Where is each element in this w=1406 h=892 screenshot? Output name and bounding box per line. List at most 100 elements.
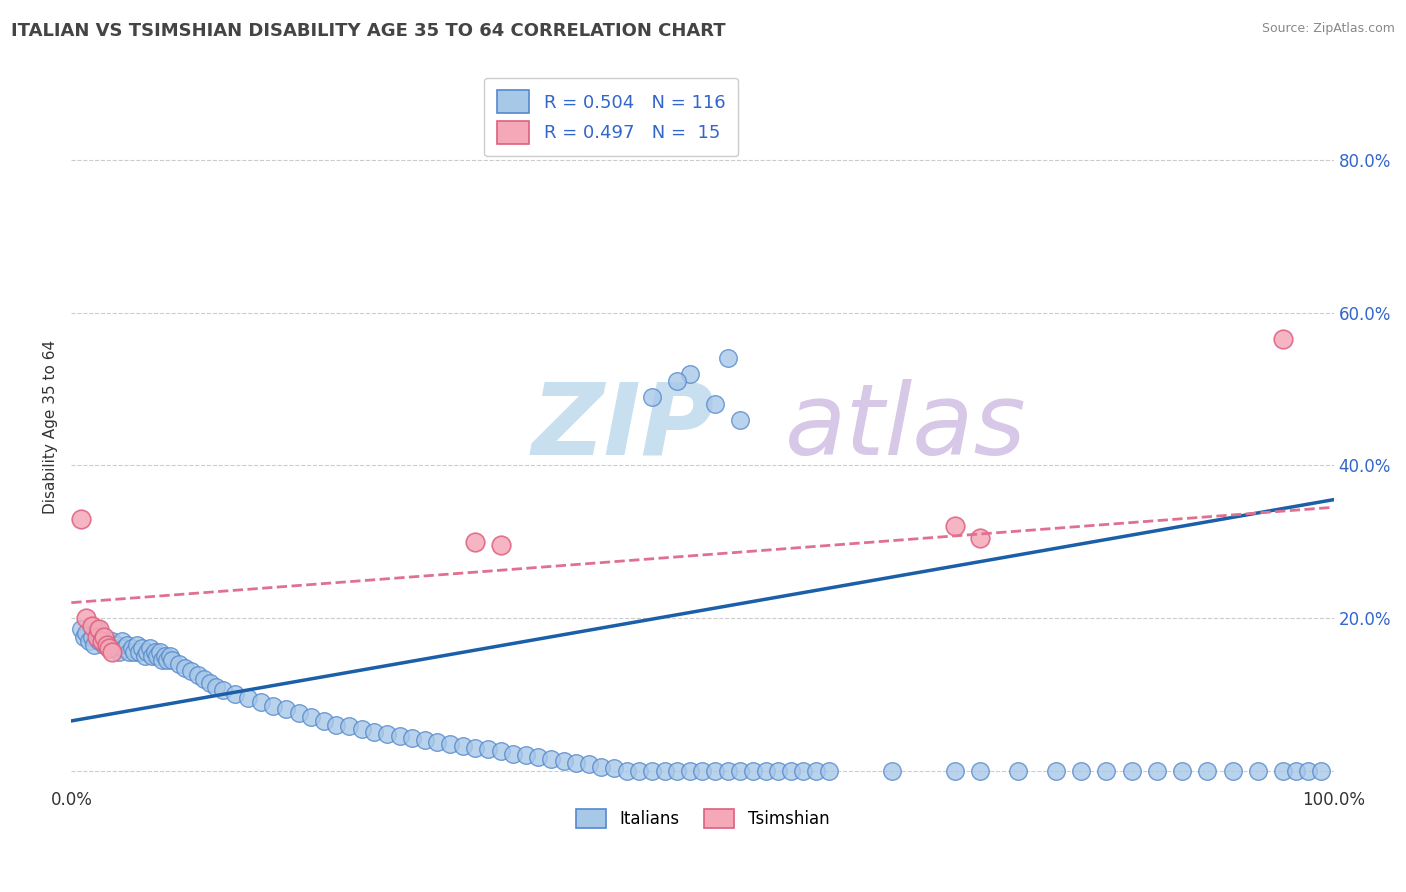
Point	[325, 717, 347, 731]
Point	[131, 641, 153, 656]
Point	[388, 729, 411, 743]
Point	[312, 714, 335, 728]
Point	[138, 641, 160, 656]
Point	[1298, 764, 1320, 778]
Text: ZIP: ZIP	[531, 378, 716, 475]
Point	[1247, 764, 1270, 778]
Text: atlas: atlas	[785, 378, 1026, 475]
Point	[141, 649, 163, 664]
Point	[100, 633, 122, 648]
Point	[136, 645, 159, 659]
Point	[187, 668, 209, 682]
Text: Source: ZipAtlas.com: Source: ZipAtlas.com	[1261, 22, 1395, 36]
Point	[704, 764, 727, 778]
Point	[162, 653, 184, 667]
Point	[464, 740, 486, 755]
Point	[603, 761, 626, 775]
Point	[1095, 764, 1118, 778]
Point	[1146, 764, 1168, 778]
Point	[717, 764, 740, 778]
Point	[565, 756, 588, 770]
Point	[451, 739, 474, 753]
Point	[98, 641, 121, 656]
Point	[1272, 332, 1295, 346]
Point	[666, 375, 689, 389]
Y-axis label: Disability Age 35 to 64: Disability Age 35 to 64	[44, 340, 58, 514]
Point	[118, 645, 141, 659]
Point	[969, 531, 991, 545]
Point	[205, 680, 228, 694]
Point	[149, 645, 172, 659]
Point	[489, 744, 512, 758]
Point	[77, 633, 100, 648]
Point	[704, 397, 727, 411]
Point	[93, 638, 115, 652]
Point	[96, 633, 118, 648]
Point	[1285, 764, 1308, 778]
Point	[108, 645, 131, 659]
Point	[156, 653, 179, 667]
Point	[540, 752, 562, 766]
Point	[755, 764, 778, 778]
Point	[692, 764, 714, 778]
Point	[198, 675, 221, 690]
Point	[193, 672, 215, 686]
Point	[75, 611, 97, 625]
Point	[70, 623, 93, 637]
Point	[375, 727, 398, 741]
Point	[553, 755, 575, 769]
Point	[103, 641, 125, 656]
Point	[73, 630, 96, 644]
Point	[804, 764, 827, 778]
Point	[943, 764, 966, 778]
Point	[742, 764, 765, 778]
Point	[363, 725, 385, 739]
Point	[1197, 764, 1219, 778]
Point	[477, 742, 499, 756]
Point	[717, 351, 740, 366]
Point	[792, 764, 814, 778]
Point	[515, 748, 537, 763]
Point	[730, 764, 752, 778]
Point	[1007, 764, 1029, 778]
Point	[943, 519, 966, 533]
Point	[87, 633, 110, 648]
Point	[1070, 764, 1092, 778]
Point	[591, 760, 613, 774]
Point	[880, 764, 903, 778]
Point	[489, 538, 512, 552]
Point	[146, 649, 169, 664]
Point	[150, 653, 173, 667]
Point	[174, 660, 197, 674]
Text: ITALIAN VS TSIMSHIAN DISABILITY AGE 35 TO 64 CORRELATION CHART: ITALIAN VS TSIMSHIAN DISABILITY AGE 35 T…	[11, 22, 725, 40]
Point	[401, 731, 423, 746]
Point	[159, 649, 181, 664]
Point	[1222, 764, 1244, 778]
Point	[80, 618, 103, 632]
Point	[1171, 764, 1194, 778]
Point	[274, 702, 297, 716]
Point	[180, 665, 202, 679]
Point	[439, 737, 461, 751]
Point	[121, 641, 143, 656]
Point	[679, 764, 702, 778]
Point	[337, 719, 360, 733]
Point	[125, 638, 148, 652]
Point	[87, 623, 110, 637]
Point	[112, 641, 135, 656]
Point	[730, 412, 752, 426]
Point	[143, 645, 166, 659]
Point	[100, 645, 122, 659]
Point	[969, 764, 991, 778]
Point	[766, 764, 789, 778]
Point	[413, 733, 436, 747]
Point	[287, 706, 309, 721]
Point	[83, 638, 105, 652]
Point	[124, 645, 146, 659]
Point	[75, 626, 97, 640]
Point	[502, 747, 524, 761]
Point	[426, 734, 449, 748]
Point	[86, 623, 108, 637]
Point	[1121, 764, 1143, 778]
Point	[90, 630, 112, 644]
